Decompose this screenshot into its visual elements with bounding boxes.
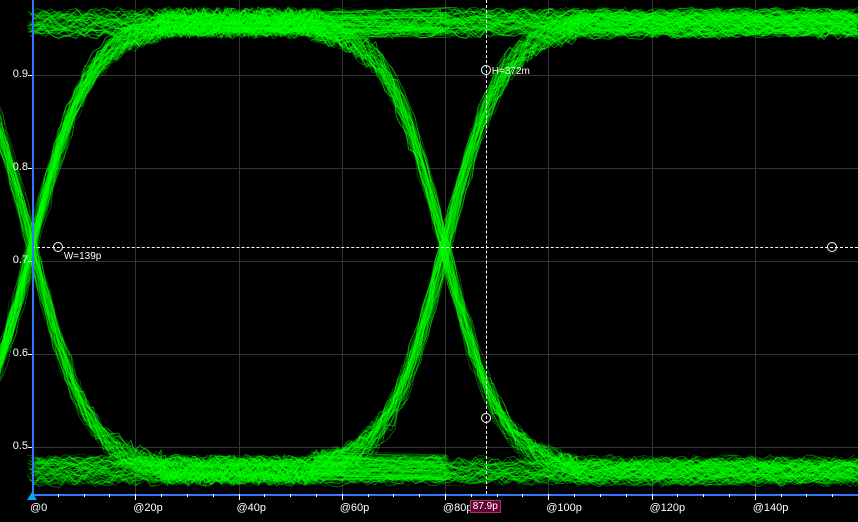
x-tick-label: @20p — [133, 502, 163, 514]
x-tick-major — [342, 494, 343, 500]
x-cursor-readout[interactable]: 87.9p — [470, 500, 501, 513]
y-tick — [28, 75, 32, 76]
x-tick-minor — [626, 494, 627, 497]
y-tick-label: 0.9 — [0, 68, 28, 80]
y-tick-label: 0.8 — [0, 161, 28, 173]
x-tick-minor — [522, 494, 523, 497]
x-tick-minor — [393, 494, 394, 497]
x-tick-minor — [419, 494, 420, 497]
x-tick-minor — [84, 494, 85, 497]
cursor-marker[interactable] — [53, 242, 63, 252]
x-tick-minor — [703, 494, 704, 497]
y-tick — [28, 261, 32, 262]
x-tick-minor — [368, 494, 369, 497]
x-tick-minor — [806, 494, 807, 497]
y-tick — [28, 168, 32, 169]
measurement-width-label: W=139p — [64, 251, 102, 262]
x-tick-major — [755, 494, 756, 500]
x-tick-label: @140p — [753, 502, 789, 514]
x-tick-major — [548, 494, 549, 500]
x-tick-minor — [497, 494, 498, 497]
y-tick-label: 0.6 — [0, 347, 28, 359]
x-tick-minor — [729, 494, 730, 497]
x-tick-label: @0 — [30, 502, 47, 514]
x-tick-minor — [832, 494, 833, 497]
eye-diagram-chart: W=139p H=372m 0.5 0.6 0.7 0.8 0.9 @0 @20p @40p @60… — [0, 0, 858, 522]
y-tick — [28, 354, 32, 355]
x-tick-major — [135, 494, 136, 500]
y-tick-label: 0.5 — [0, 440, 28, 452]
x-tick-minor — [600, 494, 601, 497]
cursor-horizontal[interactable] — [32, 247, 858, 248]
x-tick-major — [239, 494, 240, 500]
eye-traces — [0, 0, 858, 522]
x-tick-minor — [213, 494, 214, 497]
cursor-marker[interactable] — [481, 65, 491, 75]
x-tick-minor — [677, 494, 678, 497]
x-tick-label: @80p — [443, 502, 473, 514]
x-tick-minor — [264, 494, 265, 497]
cursor-marker[interactable] — [481, 413, 491, 423]
y-tick-label: 0.7 — [0, 254, 28, 266]
x-tick-label: @120p — [650, 502, 686, 514]
x-tick-major — [445, 494, 446, 500]
y-axis-line — [32, 0, 34, 494]
x-tick-minor — [290, 494, 291, 497]
origin-marker-icon — [27, 492, 37, 500]
y-tick — [28, 447, 32, 448]
x-tick-minor — [58, 494, 59, 497]
x-tick-minor — [187, 494, 188, 497]
x-tick-label: @40p — [237, 502, 267, 514]
x-tick-minor — [109, 494, 110, 497]
cursor-marker[interactable] — [827, 242, 837, 252]
x-tick-minor — [316, 494, 317, 497]
measurement-height-label: H=372m — [492, 66, 530, 77]
x-tick-label: @100p — [546, 502, 582, 514]
x-tick-minor — [161, 494, 162, 497]
x-tick-minor — [781, 494, 782, 497]
x-tick-label: @60p — [340, 502, 370, 514]
x-tick-minor — [471, 494, 472, 497]
x-tick-minor — [574, 494, 575, 497]
x-tick-major — [652, 494, 653, 500]
